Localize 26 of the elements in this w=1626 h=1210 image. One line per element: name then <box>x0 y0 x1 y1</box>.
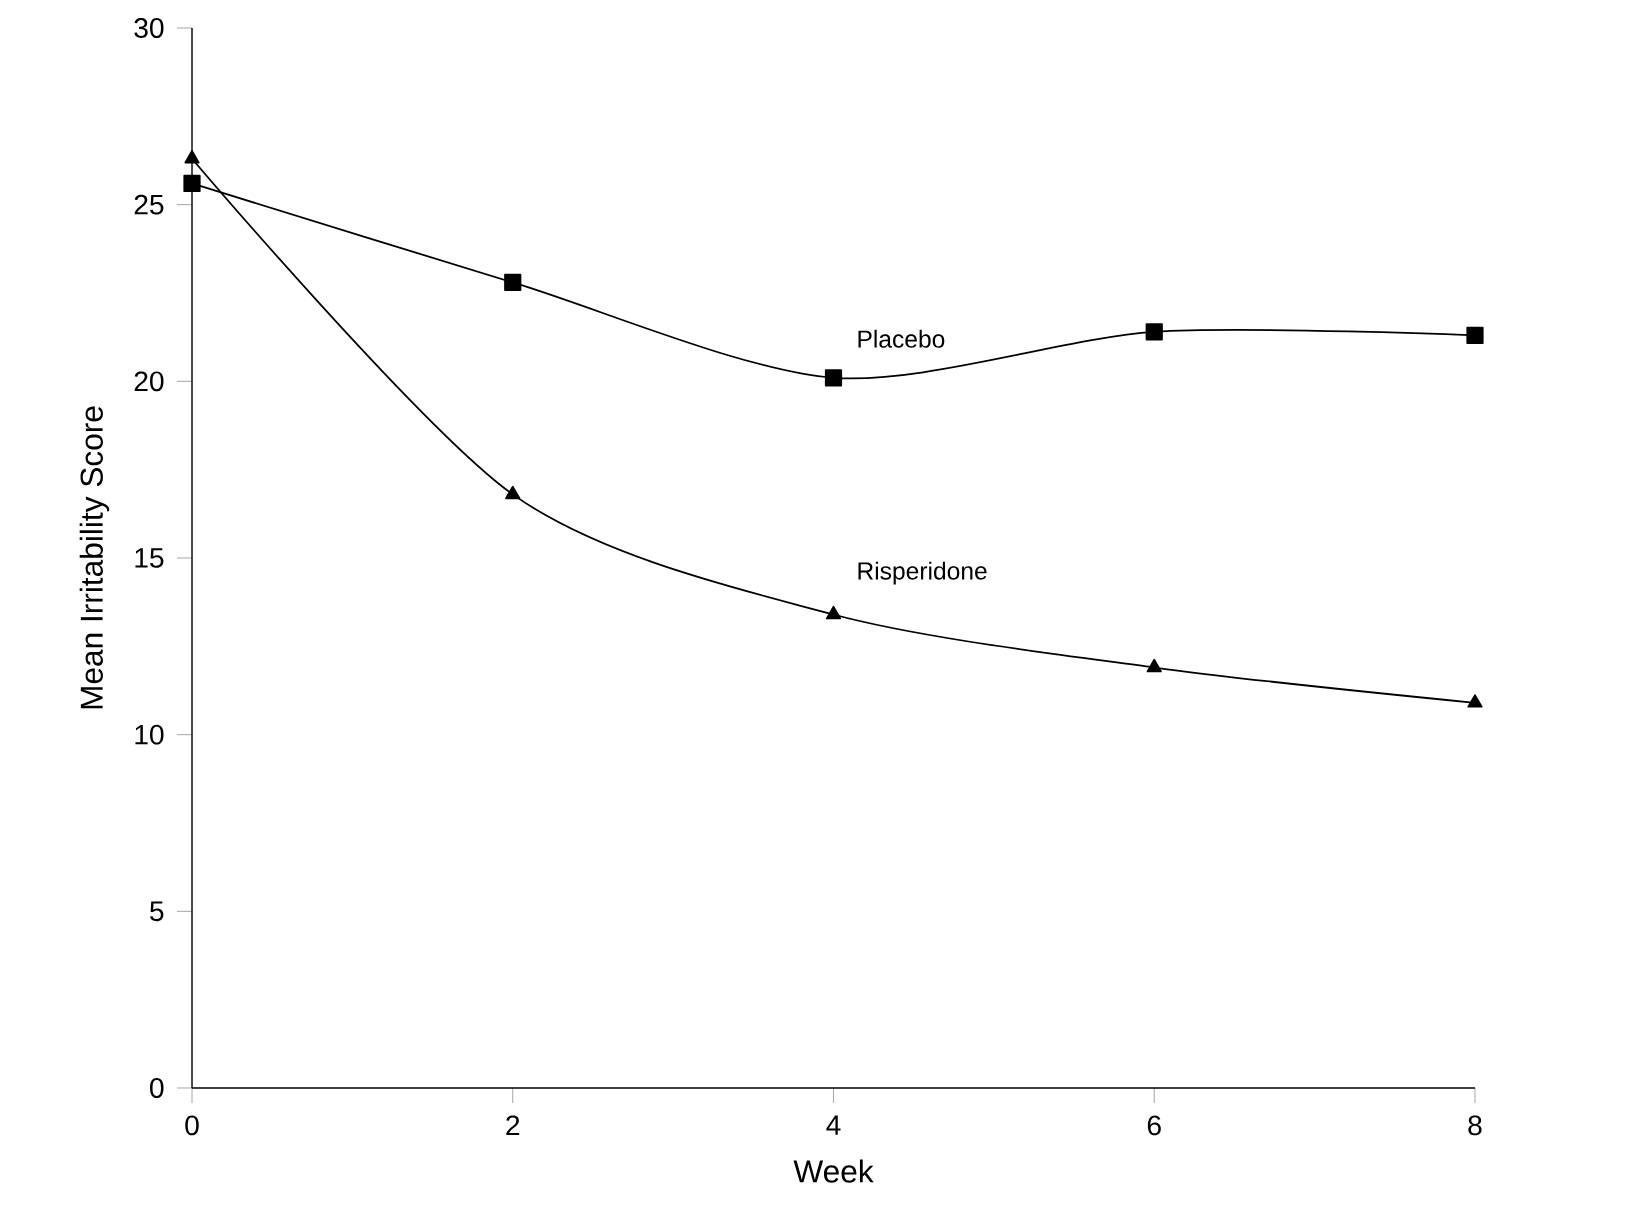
point <box>504 273 522 291</box>
y-tick-label: 5 <box>150 901 164 922</box>
x-tick-label: 6 <box>1147 1115 1161 1136</box>
x-tick-label: 2 <box>506 1115 520 1136</box>
y-tick-label: 25 <box>134 194 164 215</box>
y-tick-label: 10 <box>135 724 164 745</box>
point <box>183 174 201 193</box>
series-label: Placebo <box>858 329 945 348</box>
series-label: Risperidone <box>858 561 987 585</box>
point <box>1466 326 1484 344</box>
point <box>1467 694 1483 708</box>
point <box>184 150 200 164</box>
x-tick-label: 0 <box>185 1115 199 1136</box>
y-tick-label: 15 <box>135 548 164 568</box>
point <box>505 485 521 500</box>
y-axis-title: Mean Irritability Score <box>79 406 110 709</box>
point <box>1145 323 1163 341</box>
y-tick-label: 0 <box>150 1078 164 1098</box>
y-tick-label: 20 <box>134 371 164 392</box>
y-tick-label: 30 <box>134 18 164 38</box>
point <box>1146 658 1162 673</box>
x-tick-label: 4 <box>826 1115 841 1135</box>
point <box>824 369 843 387</box>
x-axis-title: Week <box>793 1159 874 1183</box>
x-tick-label: 8 <box>1468 1115 1482 1136</box>
point <box>825 605 842 620</box>
